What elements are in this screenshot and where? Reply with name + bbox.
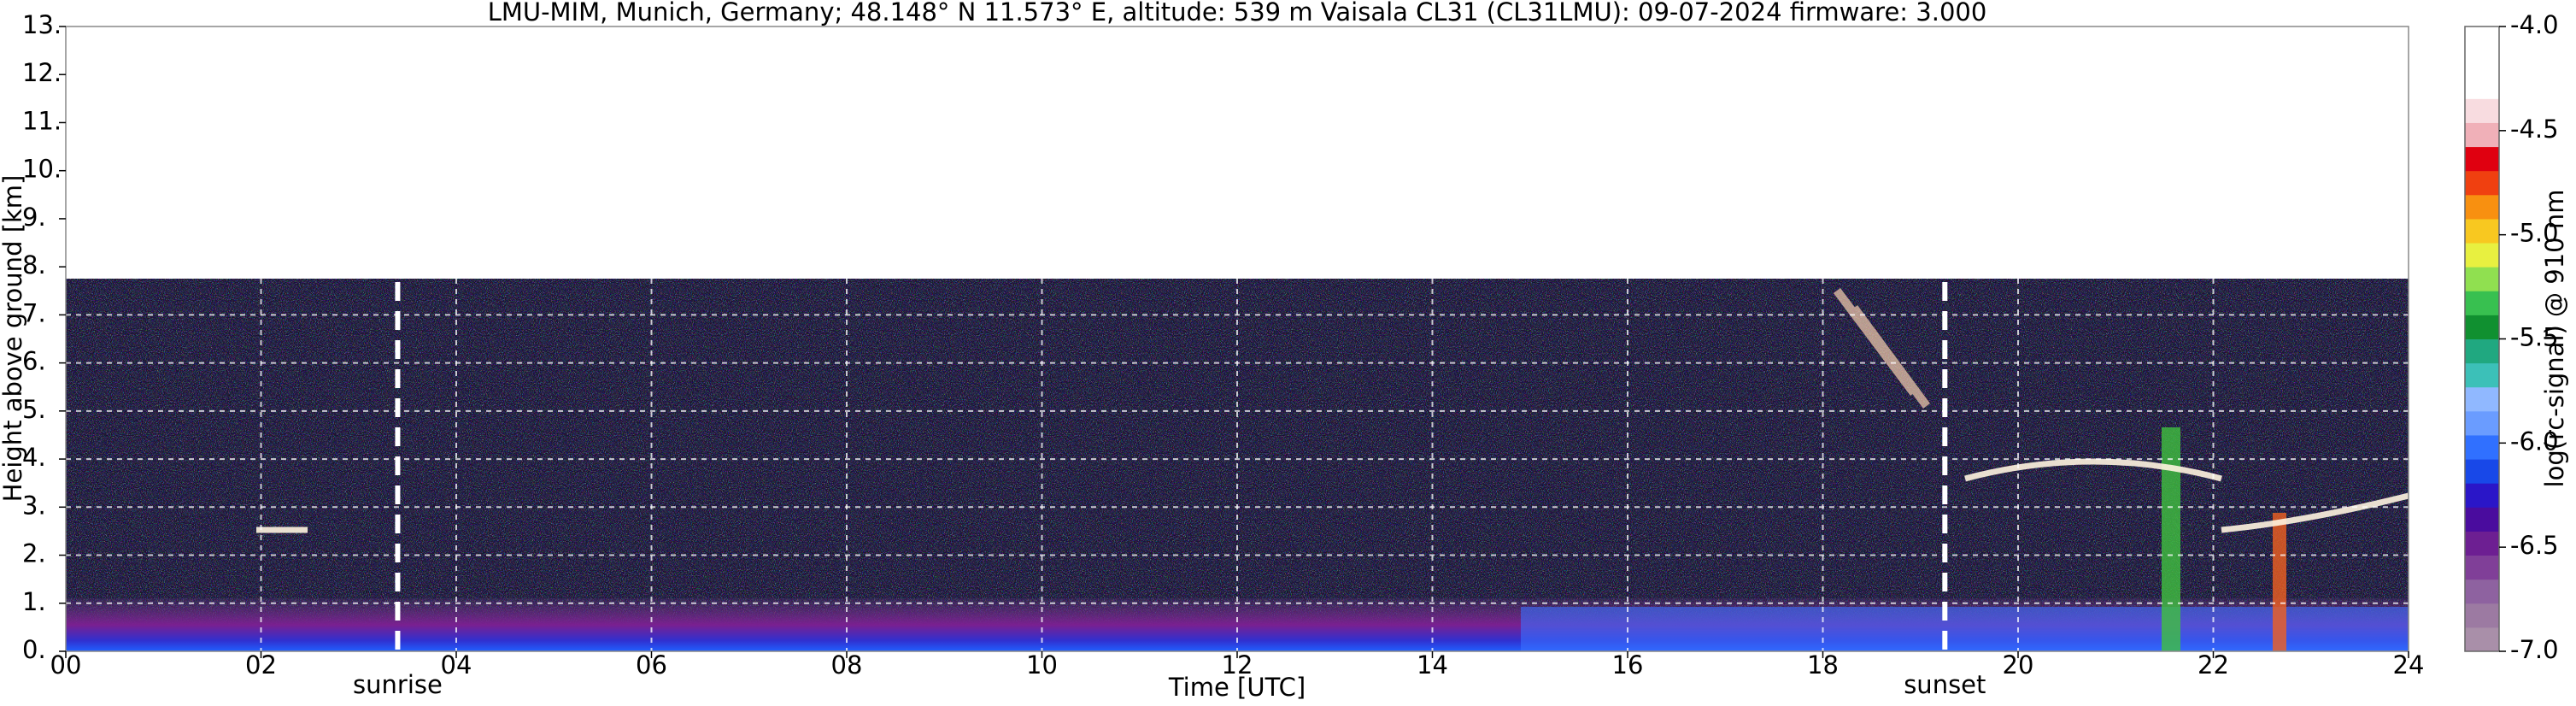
colorbar-swatch — [2465, 579, 2499, 604]
y-tick-label: 0. — [22, 635, 46, 664]
colorbar-tick-label: -4.0 — [2510, 10, 2559, 39]
y-tick-label: 2. — [22, 539, 46, 568]
colorbar-tick-label: -6.0 — [2510, 427, 2559, 456]
y-tick-label: 6. — [22, 347, 46, 376]
colorbar-swatch — [2465, 122, 2499, 148]
boundary-layer — [1521, 607, 2409, 651]
colorbar-tick-label: -6.5 — [2510, 531, 2559, 560]
annotation-label: sunset — [1904, 670, 1986, 699]
y-axis-label: Height above ground [km] — [0, 175, 27, 503]
colorbar-swatch — [2465, 531, 2499, 556]
colorbar-swatch — [2465, 218, 2499, 244]
colorbar-tick-label: -5.5 — [2510, 323, 2559, 352]
y-tick-label: 5. — [22, 395, 46, 424]
y-tick-label: 1. — [22, 587, 46, 616]
colorbar-swatch — [2465, 507, 2499, 532]
precipitation — [2162, 427, 2180, 651]
colorbar-swatch — [2465, 603, 2499, 628]
colorbar-swatch — [2465, 627, 2499, 652]
colorbar-swatch — [2465, 362, 2499, 388]
cloud — [1834, 288, 1931, 409]
y-tick-label: 9. — [22, 203, 46, 232]
precipitation — [2273, 513, 2286, 651]
colorbar-swatch — [2465, 267, 2499, 291]
colorbar-swatch — [2465, 459, 2499, 484]
colorbar-swatch — [2465, 74, 2499, 99]
colorbar-swatch — [2465, 194, 2499, 220]
colorbar-tick-label: -7.0 — [2510, 635, 2559, 664]
y-tick-label: 4. — [22, 443, 46, 472]
colorbar-swatch — [2465, 338, 2499, 364]
colorbar-swatch — [2465, 410, 2499, 436]
colorbar-tick-label: -5.0 — [2510, 219, 2559, 248]
x-axis-label: Time [UTC] — [1168, 673, 1306, 702]
annotation-label: sunrise — [353, 670, 443, 699]
y-tick-label: 12. — [22, 58, 62, 87]
colorbar-swatch — [2465, 243, 2499, 268]
y-tick-label: 8. — [22, 250, 46, 279]
colorbar-swatch — [2465, 315, 2499, 339]
y-tick-label: 7. — [22, 298, 46, 327]
y-tick-label: 10. — [22, 155, 62, 184]
colorbar-swatch — [2465, 26, 2499, 51]
colorbar-swatch — [2465, 386, 2499, 412]
colorbar-swatch — [2465, 170, 2499, 196]
colorbar-swatch — [2465, 483, 2499, 508]
cloud — [256, 458, 2409, 533]
y-tick-label: 3. — [22, 491, 46, 520]
y-tick-label: 11. — [22, 106, 62, 135]
colorbar-tick-label: -4.5 — [2510, 115, 2559, 144]
colorbar-swatch — [2465, 146, 2499, 172]
colorbar-swatch — [2465, 98, 2499, 123]
colorbar-swatch — [2465, 50, 2499, 75]
y-tick-label: 13. — [22, 10, 62, 39]
colorbar-label: log(rc-signal) @ 910 nm — [2540, 190, 2569, 488]
colorbar-swatch — [2465, 555, 2499, 580]
colorbar-swatch — [2465, 434, 2499, 460]
chart-title: LMU-MIM, Munich, Germany; 48.148° N 11.5… — [488, 0, 1987, 26]
colorbar-swatch — [2465, 291, 2499, 315]
